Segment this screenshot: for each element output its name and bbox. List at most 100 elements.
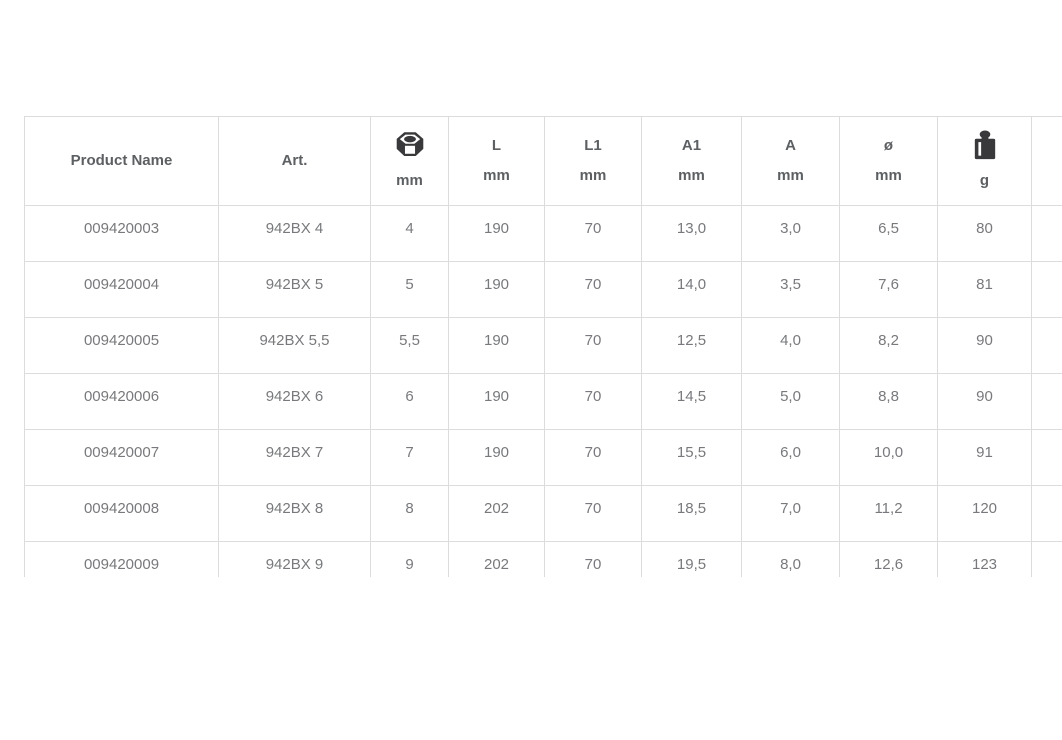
table-body: 009420003 942BX 4 4 190 70 13,0 3,0 6,5 80 009420… (24, 205, 1062, 577)
cell-product_name: 009420004 (24, 261, 219, 318)
cell-a: 5,0 (741, 373, 840, 430)
cell-l: 202 (448, 541, 545, 577)
cell-a1: 15,5 (641, 429, 742, 486)
col-unit: mm (483, 167, 510, 184)
cell-hex_size: 9 (370, 541, 449, 577)
table-row: 009420004 942BX 5 5 190 70 14,0 3,5 7,6 81 (24, 261, 1062, 318)
cell-a: 3,0 (741, 205, 840, 262)
cell-hex_size: 8 (370, 485, 449, 542)
cell-diameter: 10,0 (839, 429, 938, 486)
cell-filler (1031, 541, 1062, 577)
table-row: 009420005 942BX 5,5 5,5 190 70 12,5 4,0 8,2 90 (24, 317, 1062, 374)
cell-product_name: 009420003 (24, 205, 219, 262)
cell-diameter: 12,6 (839, 541, 938, 577)
cell-l: 190 (448, 205, 545, 262)
cell-l: 190 (448, 429, 545, 486)
cell-product_name: 009420009 (24, 541, 219, 577)
cell-l1: 70 (544, 261, 642, 318)
table-row: 009420003 942BX 4 4 190 70 13,0 3,0 6,5 80 (24, 205, 1062, 262)
cell-a1: 13,0 (641, 205, 742, 262)
cell-l: 202 (448, 485, 545, 542)
cell-l: 190 (448, 317, 545, 374)
col-header-weight: g (937, 116, 1032, 206)
cell-a1: 18,5 (641, 485, 742, 542)
col-unit: mm (396, 172, 423, 189)
table-row: 009420007 942BX 7 7 190 70 15,5 6,0 10,0 91 (24, 429, 1062, 486)
cell-l1: 70 (544, 317, 642, 374)
cell-product_name: 009420007 (24, 429, 219, 486)
cell-l1: 70 (544, 429, 642, 486)
col-unit: mm (777, 167, 804, 184)
cell-product_name: 009420005 (24, 317, 219, 374)
cell-a: 7,0 (741, 485, 840, 542)
cell-weight: 120 (937, 485, 1032, 542)
cell-a1: 14,0 (641, 261, 742, 318)
product-spec-table: Product Name Art. (24, 116, 1062, 577)
col-label: L (491, 137, 502, 154)
col-header-l: L mm (448, 116, 545, 206)
cell-a: 6,0 (741, 429, 840, 486)
col-label: Product Name (70, 152, 173, 169)
col-label: ø (883, 137, 894, 154)
col-unit: mm (875, 167, 902, 184)
cell-weight: 123 (937, 541, 1032, 577)
col-unit: g (979, 172, 990, 189)
cell-diameter: 8,8 (839, 373, 938, 430)
col-unit: mm (579, 167, 607, 184)
weight-icon (972, 130, 998, 161)
cell-hex_size: 4 (370, 205, 449, 262)
cell-filler (1031, 373, 1062, 430)
cell-art: 942BX 9 (218, 541, 371, 577)
cell-filler (1031, 205, 1062, 262)
table-row: 009420006 942BX 6 6 190 70 14,5 5,0 8,8 90 (24, 373, 1062, 430)
cell-art: 942BX 5,5 (218, 317, 371, 374)
header-row: Product Name Art. (24, 116, 1062, 206)
cell-l: 190 (448, 261, 545, 318)
cell-filler (1031, 485, 1062, 542)
cell-weight: 91 (937, 429, 1032, 486)
col-header-hex-size: mm (370, 116, 449, 206)
cell-product_name: 009420008 (24, 485, 219, 542)
cell-weight: 90 (937, 373, 1032, 430)
cell-filler (1031, 429, 1062, 486)
table-row: 009420009 942BX 9 9 202 70 19,5 8,0 12,6 123 (24, 541, 1062, 577)
cell-weight: 80 (937, 205, 1032, 262)
hex-nut-icon (391, 130, 429, 161)
cell-l: 190 (448, 373, 545, 430)
cell-weight: 81 (937, 261, 1032, 318)
cell-a: 3,5 (741, 261, 840, 318)
cell-art: 942BX 7 (218, 429, 371, 486)
cell-diameter: 6,5 (839, 205, 938, 262)
cell-art: 942BX 8 (218, 485, 371, 542)
cell-hex_size: 7 (370, 429, 449, 486)
cell-l1: 70 (544, 541, 642, 577)
col-header-product-name: Product Name (24, 116, 219, 206)
cell-l1: 70 (544, 373, 642, 430)
col-header-a: A mm (741, 116, 840, 206)
cell-art: 942BX 5 (218, 261, 371, 318)
col-label: A1 (681, 137, 702, 154)
cell-filler (1031, 261, 1062, 318)
cell-diameter: 7,6 (839, 261, 938, 318)
table-header: Product Name Art. (24, 116, 1062, 206)
cell-a1: 19,5 (641, 541, 742, 577)
col-header-a1: A1 mm (641, 116, 742, 206)
table-row: 009420008 942BX 8 8 202 70 18,5 7,0 11,2 120 (24, 485, 1062, 542)
cell-l1: 70 (544, 485, 642, 542)
cell-a: 8,0 (741, 541, 840, 577)
col-header-l1: L1 mm (544, 116, 642, 206)
cell-art: 942BX 4 (218, 205, 371, 262)
cell-diameter: 11,2 (839, 485, 938, 542)
col-label: A (785, 137, 796, 154)
cell-l1: 70 (544, 205, 642, 262)
cell-product_name: 009420006 (24, 373, 219, 430)
product-spec-table-viewport: Product Name Art. (24, 116, 1062, 577)
cell-hex_size: 6 (370, 373, 449, 430)
cell-a1: 14,5 (641, 373, 742, 430)
cell-weight: 90 (937, 317, 1032, 374)
col-label: Art. (281, 152, 308, 169)
cell-hex_size: 5 (370, 261, 449, 318)
col-label: L1 (584, 137, 602, 154)
col-header-diameter: ø mm (839, 116, 938, 206)
cell-diameter: 8,2 (839, 317, 938, 374)
